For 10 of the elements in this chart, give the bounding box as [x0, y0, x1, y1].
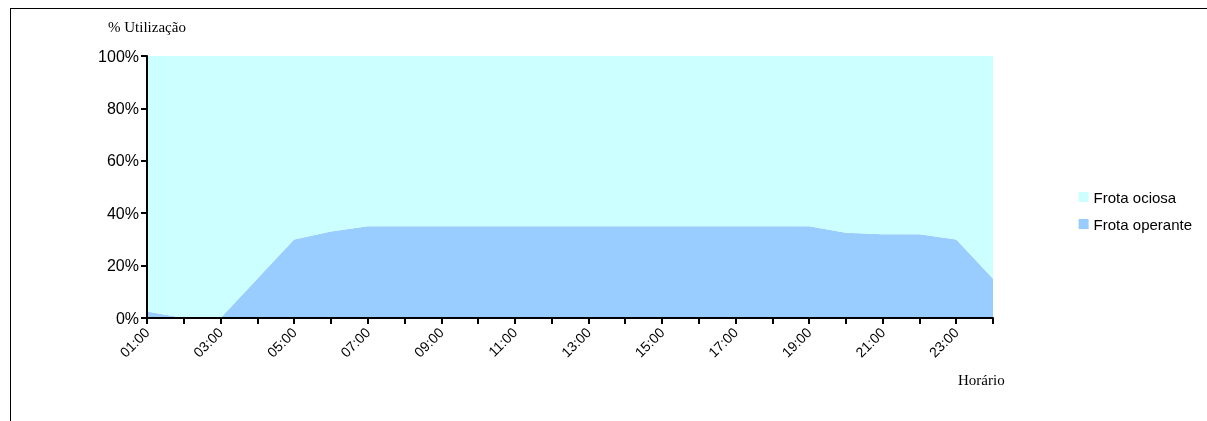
y-tick-label: 40% [106, 204, 139, 222]
y-tick-label: 0% [115, 309, 139, 327]
y-tick-label: 80% [106, 99, 139, 117]
y-tick-label: 100% [98, 47, 139, 65]
y-tick-label: 20% [106, 257, 139, 275]
legend-label: Frota operante [1093, 215, 1193, 233]
y-axis-title: % Utilização [108, 18, 186, 35]
legend-label: Frota ociosa [1093, 188, 1177, 206]
y-tick-label: 60% [106, 152, 139, 170]
x-axis-title: Horário [958, 371, 1005, 388]
